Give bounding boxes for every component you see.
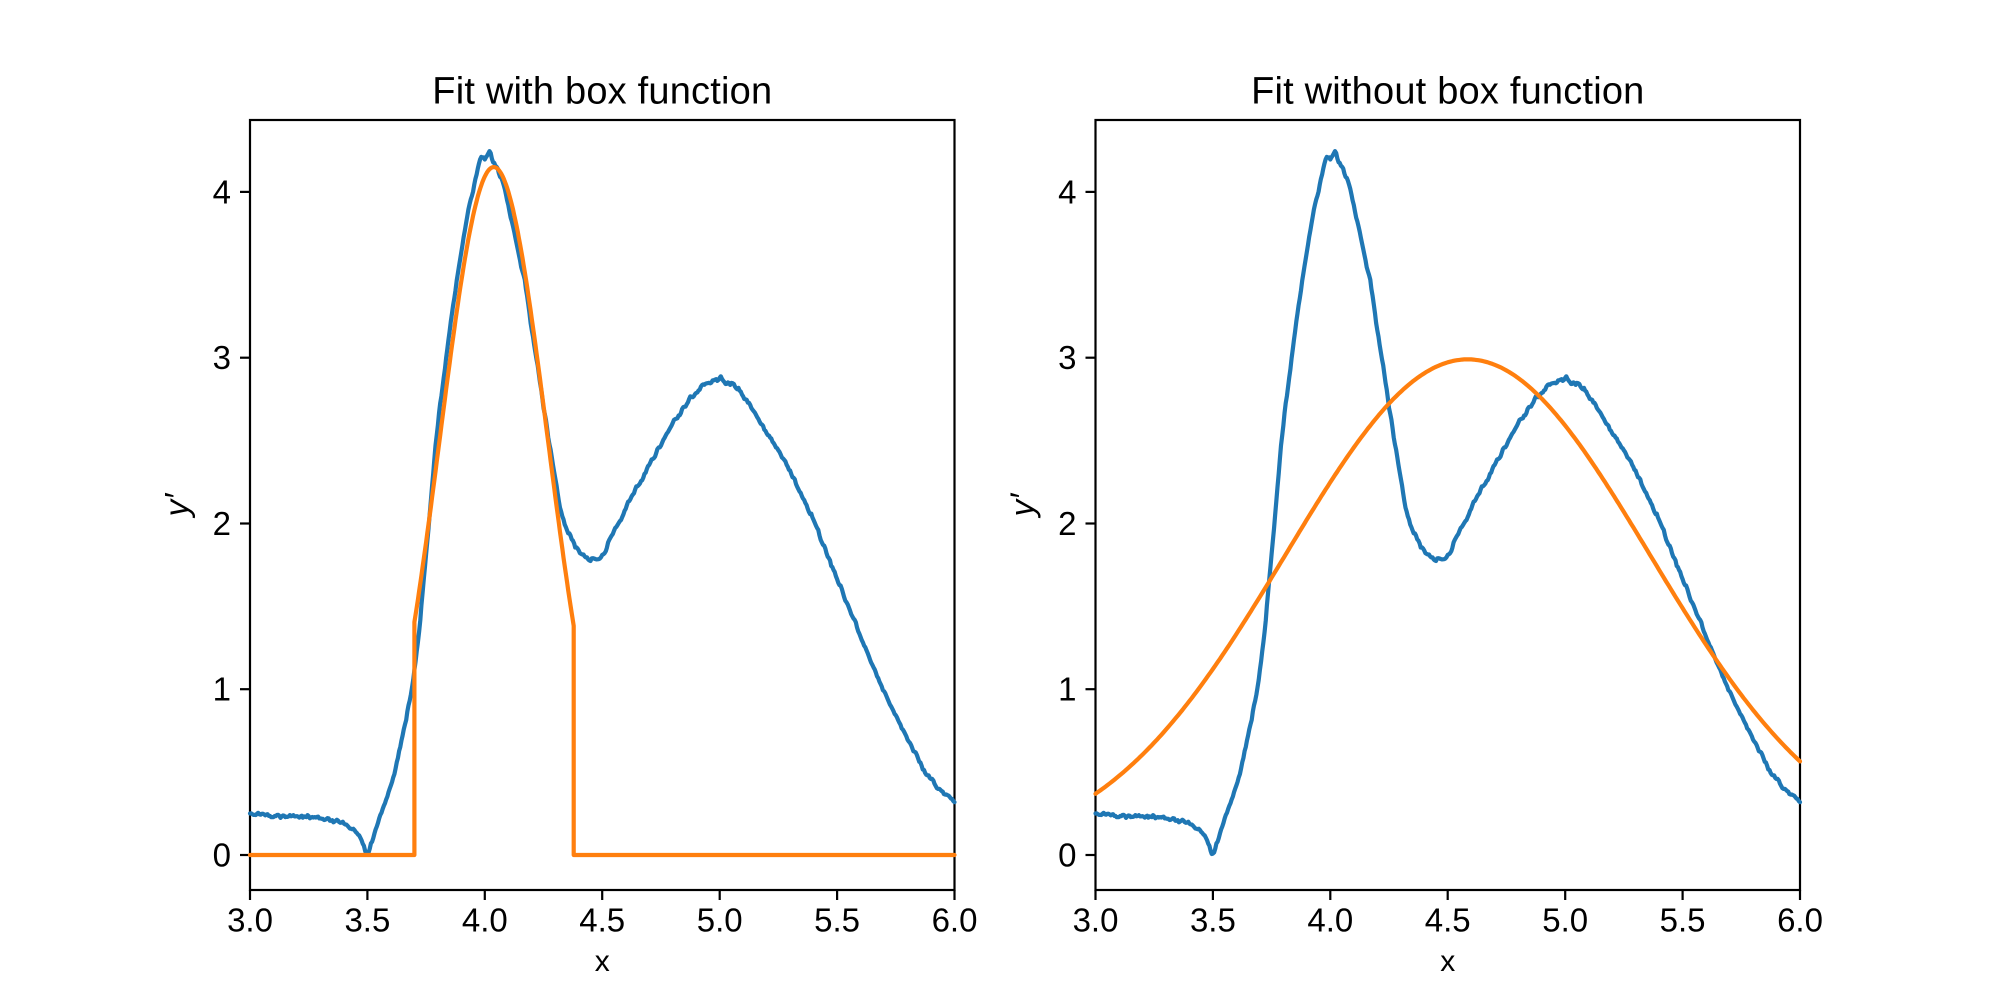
svg-text:3.0: 3.0 <box>227 902 273 939</box>
svg-text:5.0: 5.0 <box>1542 902 1588 939</box>
svg-text:3: 3 <box>1058 339 1076 376</box>
svg-text:5.5: 5.5 <box>814 902 860 939</box>
svg-text:3.5: 3.5 <box>344 902 390 939</box>
svg-text:y′: y′ <box>158 492 195 519</box>
svg-text:5.0: 5.0 <box>697 902 743 939</box>
svg-text:3.5: 3.5 <box>1190 902 1236 939</box>
svg-text:0: 0 <box>1058 837 1076 874</box>
svg-text:Fit with box function: Fit with box function <box>432 71 772 113</box>
svg-text:4.5: 4.5 <box>579 902 625 939</box>
svg-text:2: 2 <box>213 505 231 542</box>
svg-text:1: 1 <box>1058 671 1076 708</box>
svg-text:6.0: 6.0 <box>1777 902 1823 939</box>
svg-text:y′: y′ <box>1004 492 1041 519</box>
svg-text:4: 4 <box>213 173 231 210</box>
svg-text:4: 4 <box>1058 173 1076 210</box>
svg-text:2: 2 <box>1058 505 1076 542</box>
svg-text:6.0: 6.0 <box>932 902 978 939</box>
svg-text:0: 0 <box>213 837 231 874</box>
svg-text:5.5: 5.5 <box>1660 902 1706 939</box>
svg-text:x: x <box>595 945 610 978</box>
svg-text:x: x <box>1440 945 1455 978</box>
svg-text:1: 1 <box>213 671 231 708</box>
svg-text:4.0: 4.0 <box>462 902 508 939</box>
svg-text:4.5: 4.5 <box>1425 902 1471 939</box>
svg-text:4.0: 4.0 <box>1307 902 1353 939</box>
svg-text:3.0: 3.0 <box>1073 902 1119 939</box>
svg-text:3: 3 <box>213 339 231 376</box>
svg-text:Fit without box function: Fit without box function <box>1251 71 1644 113</box>
